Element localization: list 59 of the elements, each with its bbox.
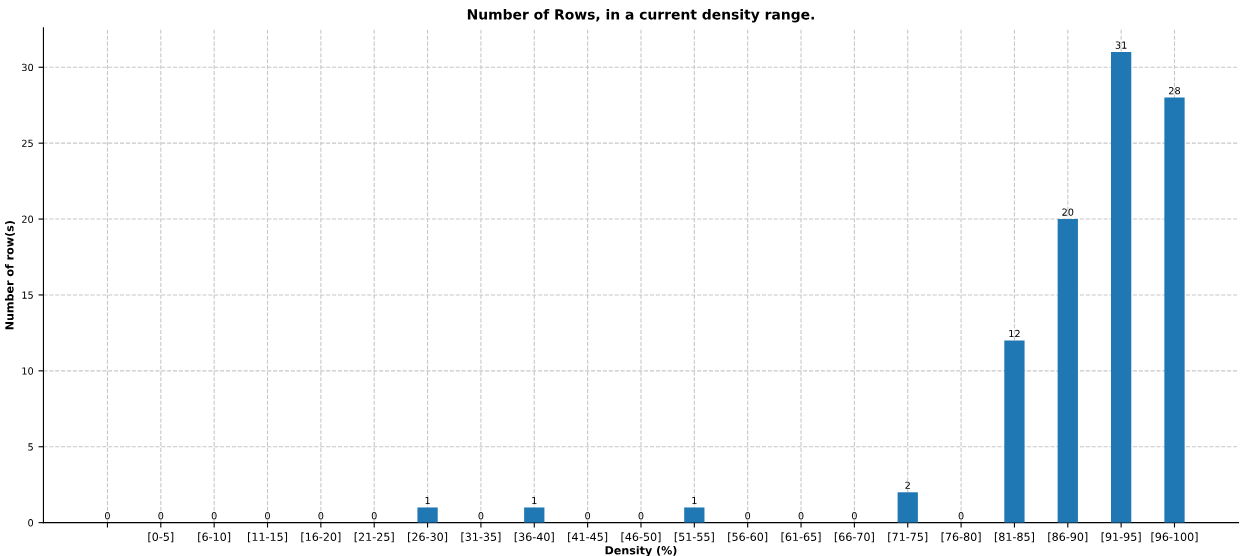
bar <box>417 507 438 523</box>
x-tick-label: [81-85] <box>994 532 1034 543</box>
data-label: 1 <box>692 496 697 505</box>
x-tick-label: [16-20] <box>301 532 341 543</box>
data-label: 0 <box>478 512 484 520</box>
data-label: 20 <box>1062 208 1074 216</box>
chart-title: Number of Rows, in a current density range. <box>467 8 814 23</box>
bar <box>1057 219 1078 523</box>
x-tick-label: [71-75] <box>888 532 928 543</box>
bar <box>1004 340 1025 523</box>
data-label: 0 <box>105 512 110 520</box>
bar <box>1164 97 1185 523</box>
x-tick-label: [91-95] <box>1101 532 1141 543</box>
x-tick-label: [96-100] <box>1151 532 1198 543</box>
data-label: 12 <box>1009 329 1020 338</box>
x-tick-label: [26-30] <box>408 532 448 543</box>
y-tick-label: 30 <box>22 63 34 72</box>
data-label: 0 <box>958 512 964 520</box>
data-label: 1 <box>425 496 430 505</box>
x-tick-label: [61-65] <box>781 532 821 543</box>
x-tick-label: [56-60] <box>728 532 768 543</box>
data-label: 0 <box>638 512 644 520</box>
data-label: 0 <box>851 512 857 520</box>
y-tick-label: 20 <box>22 215 34 223</box>
x-tick-label: [6-10] <box>198 532 231 543</box>
bar <box>1111 52 1132 523</box>
data-label: 0 <box>265 512 270 520</box>
y-tick-label: 10 <box>22 367 34 375</box>
x-tick-label: [31-35] <box>461 532 501 543</box>
data-label: 0 <box>798 512 804 520</box>
data-label: 0 <box>211 512 217 520</box>
data-label: 0 <box>745 512 751 520</box>
data-label: 28 <box>1169 87 1181 95</box>
x-tick-label: [66-70] <box>834 532 874 543</box>
x-tick-label: [76-80] <box>941 532 981 543</box>
x-tick-label: [21-25] <box>354 532 394 543</box>
x-tick-label: [11-15] <box>247 532 288 543</box>
y-tick-label: 0 <box>28 519 34 527</box>
x-tick-label: [46-50] <box>621 532 661 543</box>
x-tick-label: [36-40] <box>514 532 554 543</box>
data-label: 0 <box>318 512 324 520</box>
y-tick-label: 15 <box>22 291 33 299</box>
data-label: 0 <box>158 512 164 520</box>
y-axis-title: Number of row(s) <box>5 221 15 330</box>
x-tick-label: [41-45] <box>568 532 608 543</box>
bar <box>684 507 705 523</box>
y-tick-label: 5 <box>28 443 33 451</box>
bar <box>524 507 545 523</box>
y-tick-label: 25 <box>22 139 33 147</box>
bar <box>897 492 918 523</box>
data-label: 2 <box>905 481 910 489</box>
x-tick-label: [86-90] <box>1048 532 1088 543</box>
x-tick-label: [51-55] <box>674 532 714 543</box>
x-axis-title: Density (%) <box>605 545 677 556</box>
x-tick-label: [0-5] <box>148 532 174 543</box>
data-label: 0 <box>585 512 591 520</box>
data-label: 0 <box>371 512 377 520</box>
data-label: 1 <box>532 496 537 505</box>
data-label: 31 <box>1115 41 1127 49</box>
